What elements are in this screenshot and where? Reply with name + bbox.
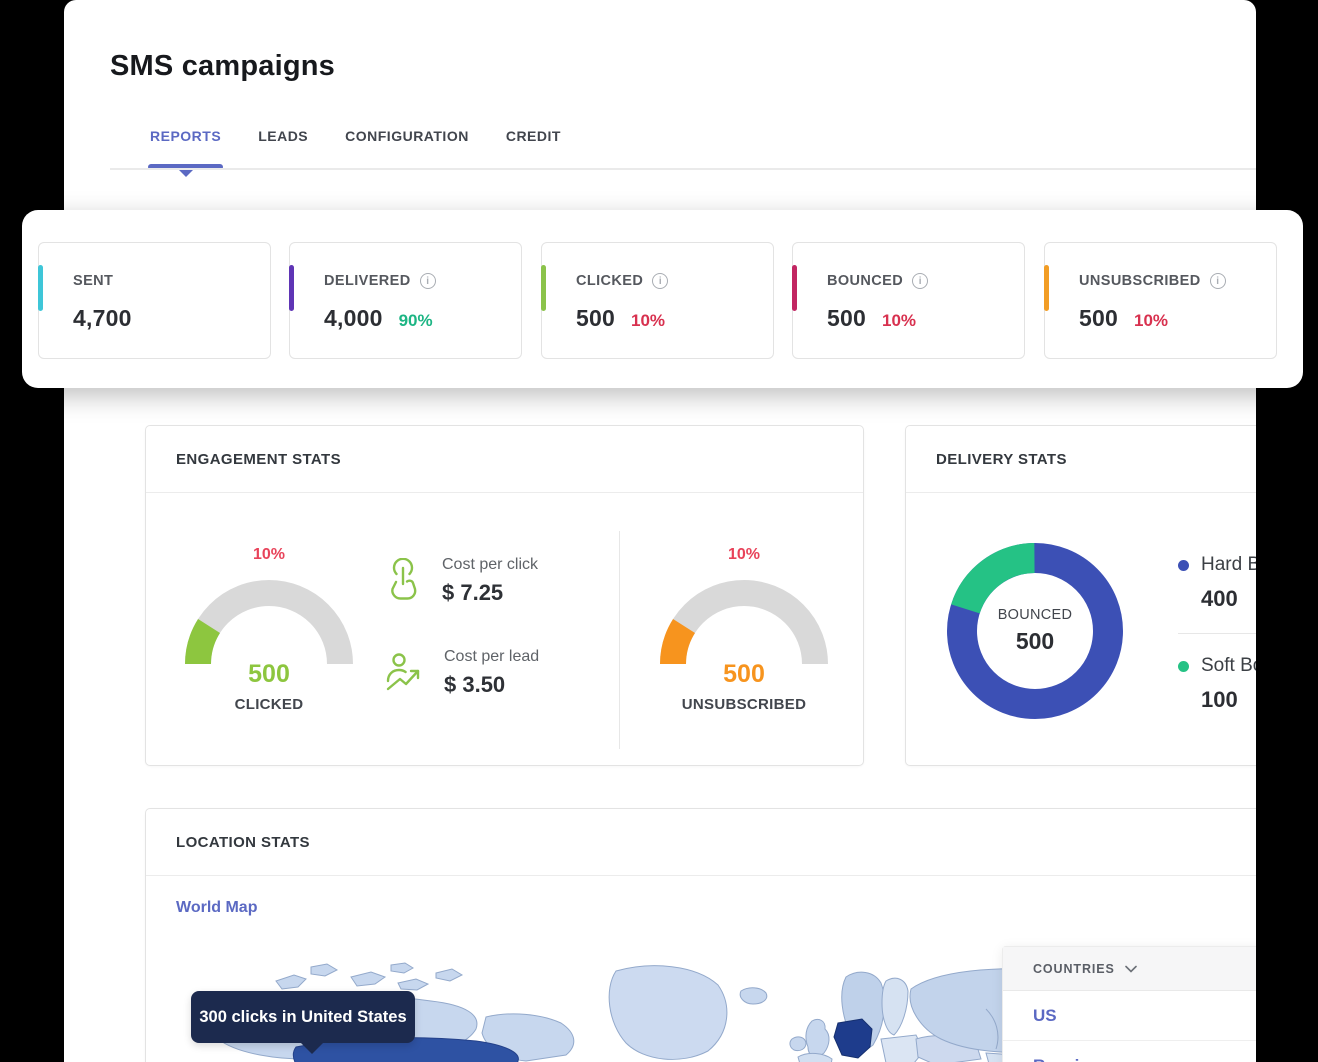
sent-label: SENT bbox=[73, 273, 114, 289]
active-tab-indicator bbox=[148, 164, 224, 177]
unsubscribed-percent: 10% bbox=[1133, 311, 1169, 330]
info-icon[interactable] bbox=[419, 273, 436, 289]
clicked-percent: 10% bbox=[630, 311, 666, 330]
unsubscribed-label: UNSUBSCRIBED bbox=[1079, 273, 1201, 289]
hard-bounce-dot bbox=[1178, 559, 1189, 571]
sent-card: SENT 4,700 bbox=[38, 242, 271, 359]
clicked-gauge-value: 500 bbox=[248, 660, 290, 688]
clicked-card: CLICKED 500 10% bbox=[541, 242, 774, 359]
country-row-us[interactable]: US bbox=[1003, 991, 1256, 1041]
info-icon[interactable] bbox=[652, 273, 669, 289]
map-country-germany[interactable] bbox=[833, 1018, 873, 1059]
clicked-value: 500 bbox=[576, 305, 615, 331]
soft-bounce-name: Soft Bounce bbox=[1201, 655, 1256, 676]
info-icon[interactable] bbox=[1209, 273, 1226, 289]
cost-per-click-value: $ 7.25 bbox=[442, 580, 504, 605]
delivered-label: DELIVERED bbox=[324, 273, 411, 289]
cost-per-lead-label: Cost per lead bbox=[444, 648, 540, 665]
gauge-chart bbox=[185, 580, 353, 665]
engagement-stats-card: ENGAGEMENT STATS 10% 500 CLICKED Cost pe… bbox=[145, 425, 864, 766]
map-tooltip: 300 clicks in United States bbox=[191, 991, 415, 1054]
bounced-card: BOUNCED 500 10% bbox=[792, 242, 1025, 359]
delivered-card: DELIVERED 4,000 90% bbox=[289, 242, 522, 359]
tab-credit[interactable]: CREDIT bbox=[505, 128, 561, 144]
engagement-stats-title: ENGAGEMENT STATS bbox=[176, 450, 342, 468]
legend-hard-bounce: Hard Bounce 400 bbox=[1178, 554, 1256, 612]
chevron-down-icon bbox=[1124, 965, 1137, 973]
delivery-stats-header: DELIVERY STATS bbox=[906, 426, 1256, 493]
clicked-gauge: 10% 500 CLICKED bbox=[176, 546, 362, 713]
lead-person-icon bbox=[386, 653, 420, 691]
tabs-divider bbox=[110, 168, 1256, 170]
countries-panel: COUNTRIES US Russia bbox=[1002, 946, 1256, 1062]
bounced-value: 500 bbox=[827, 305, 866, 331]
tap-click-icon bbox=[391, 558, 417, 600]
delivery-stats-card: DELIVERY STATS BOUNCED 500 Hard Bounce 4… bbox=[905, 425, 1256, 766]
donut-chart: BOUNCED 500 bbox=[942, 538, 1128, 724]
bounced-accent-bar bbox=[792, 265, 797, 311]
main-page: SMS campaigns REPORTS LEADS CONFIGURATIO… bbox=[64, 0, 1256, 1062]
delivery-stats-title: DELIVERY STATS bbox=[936, 450, 1067, 468]
gauge-chart bbox=[660, 580, 828, 665]
vertical-divider bbox=[619, 531, 620, 749]
delivered-value: 4,000 bbox=[324, 305, 383, 331]
soft-bounce-dot bbox=[1178, 660, 1189, 672]
country-row-russia[interactable]: Russia bbox=[1003, 1041, 1256, 1062]
cost-per-lead-value: $ 3.50 bbox=[444, 672, 506, 697]
tab-reports[interactable]: REPORTS bbox=[148, 128, 224, 177]
soft-bounce-value: 100 bbox=[1201, 687, 1238, 712]
unsubscribed-gauge: 10% 500 UNSUBSCRIBED bbox=[651, 546, 837, 713]
cost-per-click-label: Cost per click bbox=[442, 556, 539, 573]
clicked-gauge-percent: 10% bbox=[252, 546, 286, 563]
cost-per-click-row: Cost per click $ 7.25 bbox=[384, 556, 539, 606]
sent-accent-bar bbox=[38, 265, 43, 311]
tab-bar: REPORTS LEADS CONFIGURATION CREDIT bbox=[148, 128, 561, 177]
donut-center-value: 500 bbox=[1015, 628, 1055, 654]
bounced-label: BOUNCED bbox=[827, 273, 904, 289]
world-map-link[interactable]: World Map bbox=[176, 899, 258, 916]
info-icon[interactable] bbox=[912, 273, 929, 289]
hard-bounce-name: Hard Bounce bbox=[1201, 554, 1256, 575]
unsubscribed-card: UNSUBSCRIBED 500 10% bbox=[1044, 242, 1277, 359]
sent-value: 4,700 bbox=[73, 305, 132, 331]
clicked-accent-bar bbox=[541, 265, 546, 311]
unsubscribed-gauge-percent: 10% bbox=[727, 546, 761, 563]
location-stats-title: LOCATION STATS bbox=[176, 833, 310, 851]
legend-soft-bounce: Soft Bounce 100 bbox=[1178, 655, 1256, 713]
unsubscribed-accent-bar bbox=[1044, 265, 1049, 311]
bounced-percent: 10% bbox=[881, 311, 917, 330]
unsubscribed-gauge-label: UNSUBSCRIBED bbox=[681, 696, 807, 713]
page-title: SMS campaigns bbox=[110, 50, 335, 82]
unsubscribed-gauge-value: 500 bbox=[723, 660, 765, 688]
countries-dropdown[interactable]: COUNTRIES bbox=[1003, 947, 1256, 991]
hard-bounce-value: 400 bbox=[1201, 586, 1238, 611]
cost-per-lead-row: Cost per lead $ 3.50 bbox=[384, 648, 539, 698]
delivered-percent: 90% bbox=[398, 311, 433, 330]
donut-legend: Hard Bounce 400 Soft Bounce 100 bbox=[1178, 554, 1256, 713]
legend-divider bbox=[1178, 633, 1256, 634]
tab-leads[interactable]: LEADS bbox=[258, 128, 309, 144]
unsubscribed-value: 500 bbox=[1079, 305, 1118, 331]
summary-stats-panel: SENT 4,700 DELIVERED 4,000 90% CLICKED 5… bbox=[22, 210, 1303, 388]
clicked-gauge-label: CLICKED bbox=[234, 696, 304, 713]
donut-center-label: BOUNCED bbox=[997, 607, 1073, 623]
engagement-stats-header: ENGAGEMENT STATS bbox=[146, 426, 863, 493]
cost-metrics: Cost per click $ 7.25 Cost per lead $ 3.… bbox=[384, 556, 539, 698]
location-stats-header: LOCATION STATS bbox=[146, 809, 1256, 876]
tab-configuration[interactable]: CONFIGURATION bbox=[345, 128, 469, 144]
clicked-label: CLICKED bbox=[576, 273, 644, 289]
delivered-accent-bar bbox=[289, 265, 294, 311]
countries-header-label: COUNTRIES bbox=[1033, 961, 1115, 976]
